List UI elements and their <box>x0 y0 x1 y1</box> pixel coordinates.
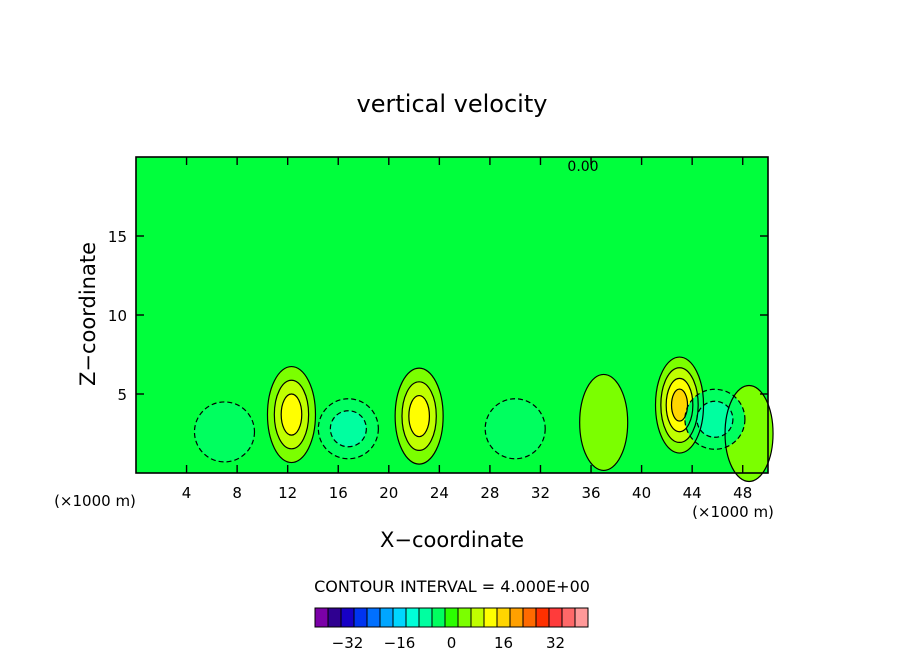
contour-line <box>317 398 379 460</box>
contour-line <box>329 410 367 448</box>
colorbar-swatch <box>379 607 394 628</box>
contour-line <box>408 394 431 438</box>
contour-lines <box>193 356 774 483</box>
colorbar-tick-label: −16 <box>384 634 416 652</box>
contour-line <box>266 365 317 464</box>
y-axis-ticks: 5 10 15 <box>108 228 768 404</box>
colorbar-swatch <box>418 607 433 628</box>
x-tick-label: 16 <box>329 484 348 502</box>
x-axis-label: X−coordinate <box>380 528 524 552</box>
x-axis-ticks: 4 8 12 16 20 24 28 32 36 40 44 48 <box>182 157 752 502</box>
colorbar-swatch <box>509 607 524 628</box>
colorbar-swatch <box>392 607 407 628</box>
colorbar-swatch <box>574 607 589 628</box>
colorbar-swatch <box>457 607 472 628</box>
y-axis-label: Z−coordinate <box>76 242 100 386</box>
updraft-region <box>579 374 628 471</box>
downdraft-region <box>330 410 367 447</box>
downdraft-region <box>696 401 733 438</box>
x-tick-label: 12 <box>278 484 297 502</box>
chart-title: vertical velocity <box>357 90 548 118</box>
x-tick-label: 36 <box>581 484 600 502</box>
contour-line <box>394 367 444 465</box>
colorbar-swatch <box>444 607 459 628</box>
colorbar <box>314 607 589 628</box>
colorbar-tick-label: −32 <box>332 634 364 652</box>
contour-line <box>579 373 629 472</box>
plot-area: 0.00 <box>135 156 774 483</box>
colorbar-swatch <box>470 607 485 628</box>
colorbar-tick-label: 0 <box>447 634 457 652</box>
x-tick-label: 40 <box>632 484 651 502</box>
colorbar-swatch <box>561 607 576 628</box>
downdraft-region <box>194 401 255 462</box>
contour-line <box>273 379 310 450</box>
x-tick-label: 4 <box>182 484 192 502</box>
contour-line <box>280 393 303 436</box>
colorbar-swatch <box>340 607 355 628</box>
updraft-region <box>408 395 430 437</box>
y-tick-label: 5 <box>117 386 127 404</box>
x-tick-label: 48 <box>733 484 752 502</box>
colorbar-swatch <box>314 607 329 628</box>
colorbar-swatch <box>366 607 381 628</box>
contour-line <box>684 388 746 450</box>
contour-line <box>696 400 734 438</box>
y-tick-label: 10 <box>108 307 127 325</box>
x-unit-left: (×1000 m) <box>54 492 136 510</box>
colorbar-swatch <box>548 607 563 628</box>
x-unit-right: (×1000 m) <box>692 503 774 521</box>
contour-interval-label: CONTOUR INTERVAL = 4.000E+00 <box>314 577 590 596</box>
contour-line <box>670 388 689 422</box>
contour-line <box>401 381 437 452</box>
colorbar-swatch <box>496 607 511 628</box>
colorbar-swatch <box>431 607 446 628</box>
colorbar-ticks: −32 −16 0 16 32 <box>332 634 565 652</box>
downdraft-region <box>485 398 546 459</box>
x-tick-label: 32 <box>531 484 550 502</box>
contour-line <box>665 377 694 433</box>
zero-contour-label: 0.00 <box>567 159 598 175</box>
colorbar-tick-label: 16 <box>494 634 513 652</box>
contour-line <box>193 401 256 463</box>
updraft-region <box>281 393 302 436</box>
x-tick-label: 44 <box>683 484 702 502</box>
colorbar-swatch <box>353 607 368 628</box>
colorbar-swatch <box>405 607 420 628</box>
colorbar-swatch <box>483 607 498 628</box>
colorbar-swatch <box>535 607 550 628</box>
x-tick-label: 24 <box>430 484 449 502</box>
colorbar-swatch <box>522 607 537 628</box>
updraft-region <box>671 389 688 422</box>
x-tick-label: 20 <box>379 484 398 502</box>
x-tick-label: 28 <box>480 484 499 502</box>
y-tick-label: 15 <box>108 228 127 246</box>
contour-line <box>660 367 699 443</box>
colorbar-swatch <box>327 607 342 628</box>
contour-fields <box>194 357 774 482</box>
colorbar-tick-label: 32 <box>546 634 565 652</box>
contour-line <box>484 398 546 460</box>
x-tick-label: 8 <box>232 484 242 502</box>
